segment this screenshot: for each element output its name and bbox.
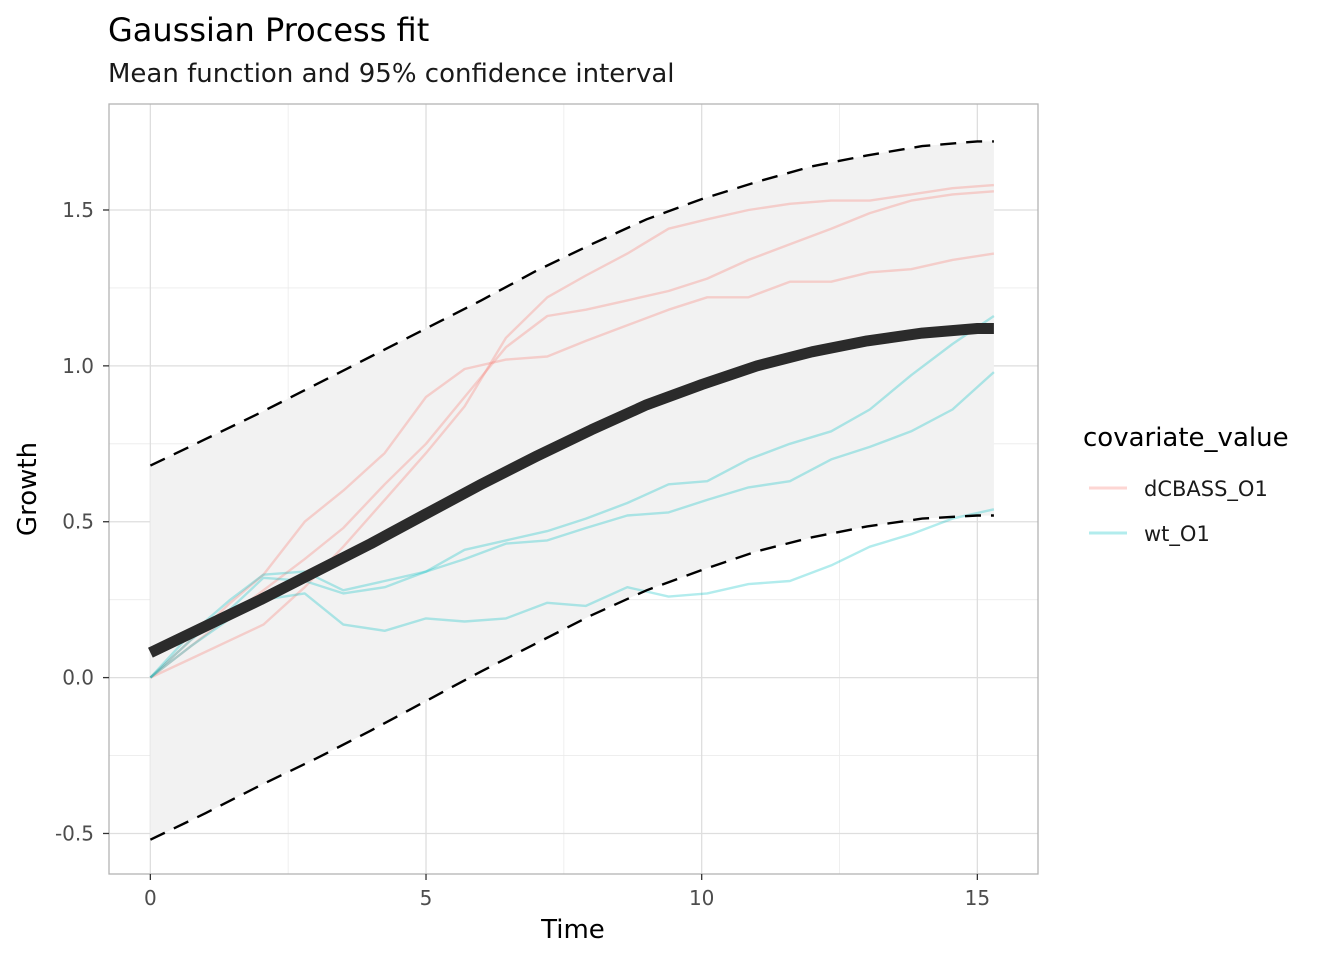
x-tick-label: 5 <box>420 886 433 910</box>
series-line-dcbass_o1-2 <box>149 183 994 679</box>
y-axis-title: Growth <box>13 442 43 536</box>
y-tick-label: 0.5 <box>62 510 94 534</box>
x-tick-label: 15 <box>965 886 990 910</box>
x-tick-label: 10 <box>689 886 714 910</box>
x-axis-ticks: 0 5 10 15 <box>144 874 990 910</box>
series-line-wt_o1-4 <box>149 315 995 679</box>
observed-series <box>149 183 995 679</box>
panel-border <box>108 103 1039 875</box>
upper-bound-line <box>149 140 994 467</box>
x-axis-title: Time <box>540 915 605 945</box>
series-line-wt_o1-3 <box>149 371 995 679</box>
confidence-bounds <box>149 140 994 841</box>
chart-title: Gaussian Process fit <box>108 11 429 49</box>
legend-title: covariate_value <box>1083 423 1289 453</box>
y-tick-label: 1.0 <box>62 354 94 378</box>
lower-bound-line <box>149 514 994 841</box>
y-tick-label: -0.5 <box>55 821 94 845</box>
mean-function <box>148 323 994 658</box>
y-tick-label: 0.0 <box>62 666 94 690</box>
legend-label-dcbass: dCBASS_O1 <box>1144 477 1268 502</box>
series-line-wt_o1-5 <box>149 508 995 679</box>
confidence-ribbon <box>150 141 994 840</box>
x-tick-label: 0 <box>144 886 157 910</box>
series-line-dcbass_o1-0 <box>149 252 995 679</box>
y-axis-ticks: -0.5 0.0 0.5 1.0 1.5 <box>55 198 109 845</box>
series-line-dcbass_o1-1 <box>149 190 994 679</box>
legend-label-wt: wt_O1 <box>1144 522 1210 547</box>
chart-subtitle: Mean function and 95% confidence interva… <box>108 59 675 89</box>
legend: covariate_value dCBASS_O1 wt_O1 <box>1083 423 1289 547</box>
y-tick-label: 1.5 <box>62 198 94 222</box>
mean-line <box>148 323 994 658</box>
ci-ribbon <box>150 141 994 840</box>
